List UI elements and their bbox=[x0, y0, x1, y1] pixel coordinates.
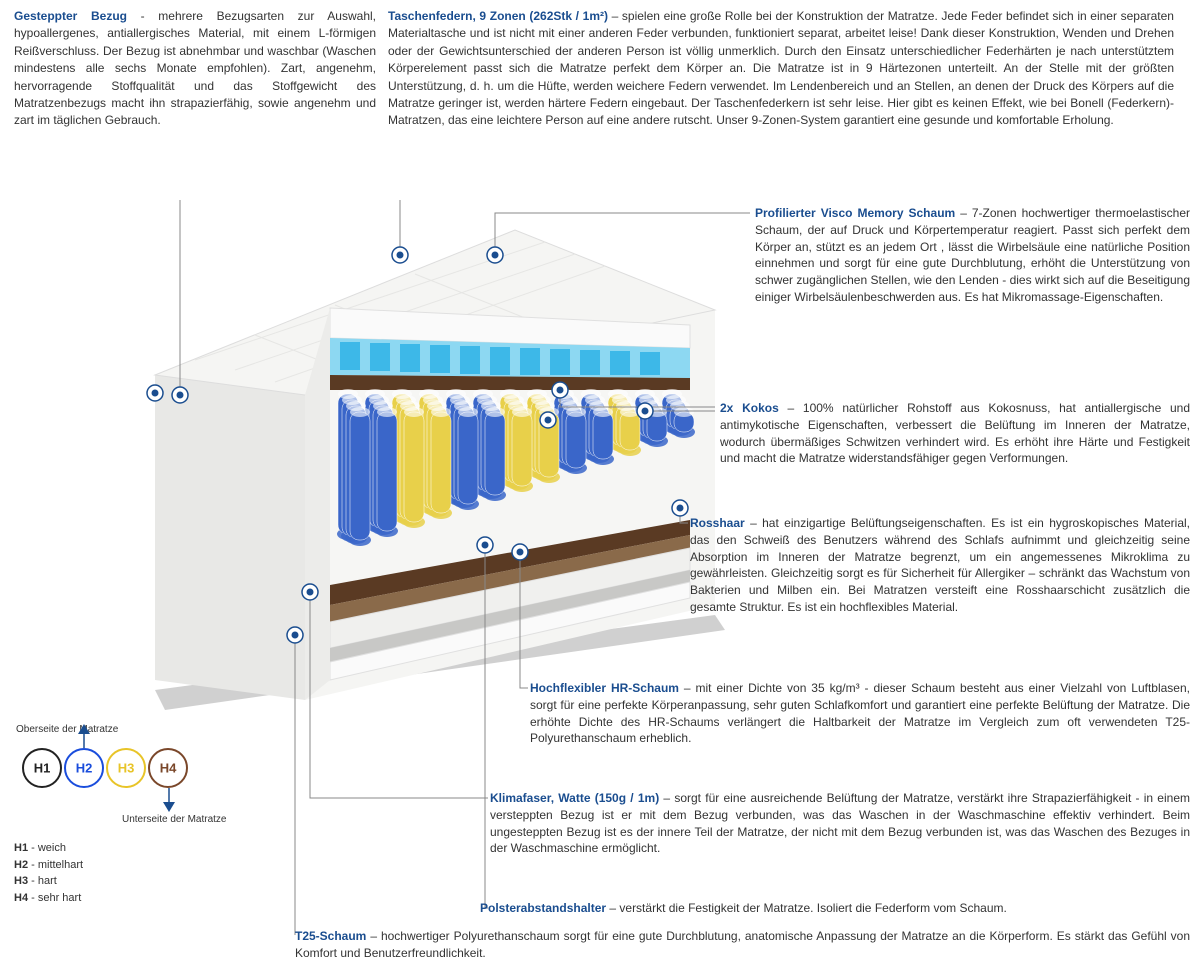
kokos-title: 2x Kokos bbox=[720, 401, 779, 415]
hardness-legend-H4: H4 - sehr hart bbox=[14, 890, 83, 907]
polster-description: Polsterabstandshalter – verstärkt die Fe… bbox=[480, 900, 1190, 917]
kokos-description: 2x Kokos – 100% natürlicher Rohstoff aus… bbox=[720, 400, 1190, 467]
hardness-legend: H1 - weichH2 - mittelhartH3 - hartH4 - s… bbox=[14, 840, 83, 906]
t25-title: T25-Schaum bbox=[295, 929, 366, 943]
arrow-down-icon bbox=[163, 802, 175, 812]
rosshaar-body: – hat einzigartige Belüftungseigenschaft… bbox=[690, 516, 1190, 614]
mattress-diagram bbox=[135, 210, 735, 730]
springs-description: Taschenfedern, 9 Zonen (262Stk / 1m²) – … bbox=[388, 0, 1188, 130]
hardness-diagram: Oberseite der Matratze H1 H2 H3 H4 Untersei… bbox=[14, 720, 239, 830]
top-row: Gesteppter Bezug - mehrere Bezugsarten z… bbox=[0, 0, 1200, 130]
hr-title: Hochflexibler HR-Schaum bbox=[530, 681, 679, 695]
polster-body: – verstärkt die Festigkeit der Matratze.… bbox=[606, 901, 1007, 915]
cover-body: - mehrere Bezugsarten zur Auswahl, hypoa… bbox=[14, 9, 376, 127]
visco-description: Profilierter Visco Memory Schaum – 7-Zon… bbox=[755, 205, 1190, 306]
visco-body: – 7-Zonen hochwertiger thermoelastischer… bbox=[755, 206, 1190, 304]
cover-left-side bbox=[155, 375, 305, 700]
t25-description: T25-Schaum – hochwertiger Polyurethansch… bbox=[295, 928, 1190, 962]
cover-title: Gesteppter Bezug bbox=[14, 9, 127, 23]
springs-title: Taschenfedern, 9 Zonen (262Stk / 1m²) bbox=[388, 9, 608, 23]
rosshaar-title: Rosshaar bbox=[690, 516, 745, 530]
hardness-legend-H3: H3 - hart bbox=[14, 873, 83, 890]
kokos-body: – 100% natürlicher Rohstoff aus Kokosnus… bbox=[720, 401, 1190, 465]
hardness-code-H3: H3 bbox=[118, 761, 135, 776]
polster-title: Polsterabstandshalter bbox=[480, 901, 606, 915]
springs-body: – spielen eine große Rolle bei der Konst… bbox=[388, 9, 1174, 127]
visco-title: Profilierter Visco Memory Schaum bbox=[755, 206, 955, 220]
hardness-code-H1: H1 bbox=[34, 761, 51, 776]
hardness-legend-H1: H1 - weich bbox=[14, 840, 83, 857]
klima-title: Klimafaser, Watte (150g / 1m) bbox=[490, 791, 659, 805]
hardness-code-H2: H2 bbox=[76, 761, 93, 776]
hardness-bottom-label: Unterseite der Matratze bbox=[122, 814, 227, 825]
rosshaar-description: Rosshaar – hat einzigartige Belüftungsei… bbox=[690, 515, 1190, 616]
klima-description: Klimafaser, Watte (150g / 1m) – sorgt fü… bbox=[490, 790, 1190, 857]
t25-body: – hochwertiger Polyurethanschaum sorgt f… bbox=[295, 929, 1190, 960]
hr-description: Hochflexibler HR-Schaum – mit einer Dich… bbox=[530, 680, 1190, 747]
hardness-legend-H2: H2 - mittelhart bbox=[14, 857, 83, 874]
cover-description: Gesteppter Bezug - mehrere Bezugsarten z… bbox=[0, 0, 388, 130]
hardness-top-label: Oberseite der Matratze bbox=[16, 724, 119, 735]
hardness-code-H4: H4 bbox=[160, 761, 177, 776]
